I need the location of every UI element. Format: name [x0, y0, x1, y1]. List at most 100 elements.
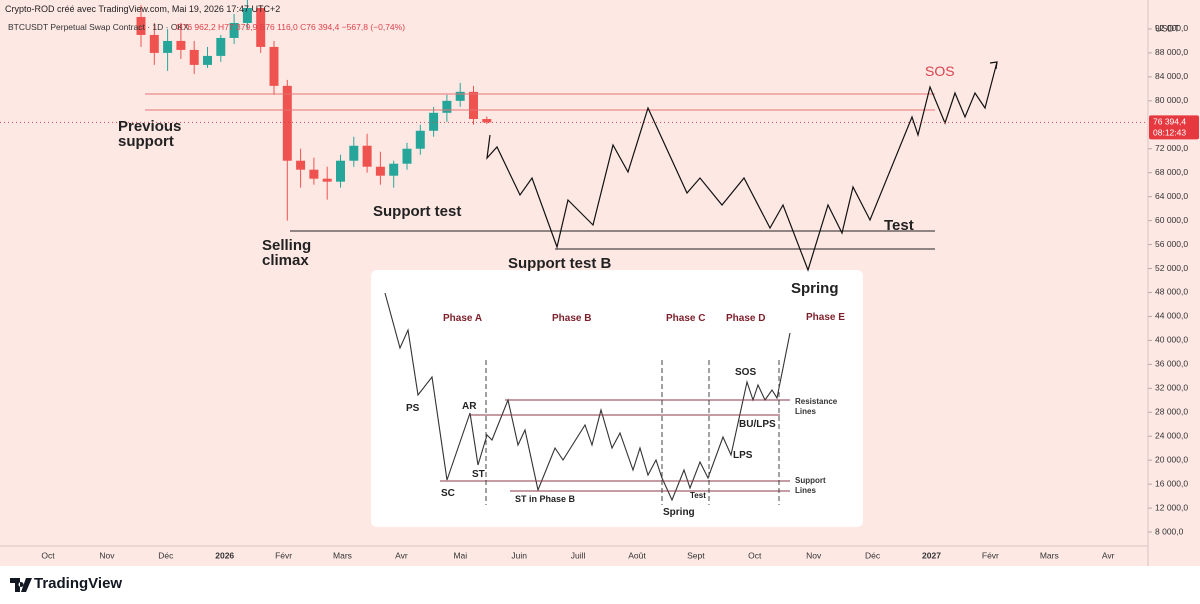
candle-body	[282, 85, 292, 161]
inset-label: PS	[406, 403, 420, 414]
y-tick-label: 68 000,0	[1155, 167, 1188, 177]
watermark: Crypto-ROD créé avec TradingView.com, Ma…	[5, 4, 281, 14]
candle-body	[349, 145, 359, 161]
ohlc-text: O76 962,2 H77 379,9 B76 116,0 C76 394,4 …	[176, 22, 406, 32]
price-badge	[1149, 115, 1199, 140]
candle-body	[256, 7, 266, 47]
x-tick-label: Avr	[395, 550, 408, 560]
phase-label: Phase C	[666, 313, 706, 324]
price-label: 76 394,4	[1153, 117, 1186, 127]
x-tick-label: Juill	[571, 550, 586, 560]
y-tick-label: 40 000,0	[1155, 335, 1188, 345]
candle-body	[482, 119, 492, 123]
inset-label: BU/LPS	[739, 419, 776, 430]
annotation: SOS	[925, 63, 955, 79]
inset-label: ST	[472, 469, 485, 480]
x-tick-label: Déc	[865, 550, 881, 560]
phase-label: Phase A	[443, 313, 483, 324]
x-tick-label: Juin	[511, 550, 527, 560]
symbol-title: BTCUSDT Perpetual Swap Contract · 1D · O…	[8, 22, 189, 32]
inset-label: SC	[441, 488, 455, 499]
candle-body	[415, 130, 425, 149]
candle-body	[375, 166, 385, 176]
x-tick-label: 2027	[922, 550, 941, 560]
y-tick-label: 56 000,0	[1155, 239, 1188, 249]
x-tick-label: Mars	[1040, 550, 1059, 560]
candle-body	[203, 55, 212, 65]
candle-body	[176, 40, 186, 50]
phase-label: Phase E	[806, 312, 845, 323]
x-tick-label: Mars	[333, 550, 352, 560]
x-tick-label: Févr	[275, 550, 292, 560]
x-tick-label: Mai	[453, 550, 467, 560]
candle-body	[389, 163, 399, 176]
x-tick-label: 2026	[215, 550, 234, 560]
candle-body	[429, 112, 439, 131]
annotation: Support test	[373, 203, 462, 220]
candle-body	[309, 169, 319, 179]
inset-label: Support Lines	[795, 476, 826, 495]
axis-unit: USDT	[1155, 23, 1180, 33]
candles	[136, 0, 492, 221]
candle-body	[296, 160, 306, 170]
x-tick-label: Août	[628, 550, 646, 560]
x-tick-label: Déc	[158, 550, 174, 560]
candle-body	[149, 34, 159, 53]
annotation: Selling climax	[262, 237, 312, 269]
x-tick-label: Nov	[99, 550, 115, 560]
candle-body	[136, 16, 146, 35]
x-tick-label: Nov	[806, 550, 822, 560]
phase-label: Phase B	[552, 313, 592, 324]
y-tick-label: 32 000,0	[1155, 383, 1188, 393]
annotation: Support test B	[508, 255, 612, 272]
candle-body	[189, 49, 199, 65]
chart: USDT 8 000,0 12 000,0 16 000,0 20 000,0 24 0…	[0, 0, 1200, 566]
y-tick-label: 12 000,0	[1155, 502, 1188, 512]
candle-body	[402, 148, 412, 164]
y-tick-label: 80 000,0	[1155, 95, 1188, 105]
y-tick-label: 72 000,0	[1155, 143, 1188, 153]
inset-label: Spring	[663, 507, 695, 518]
y-tick-label: 8 000,0	[1155, 526, 1184, 536]
x-tick-label: Sept	[687, 550, 705, 560]
candle-body	[362, 145, 372, 167]
candle-body	[469, 91, 478, 120]
price-axis	[1148, 0, 1200, 566]
countdown: 08:12:43	[1153, 128, 1186, 138]
x-tick-label: Oct	[41, 550, 55, 560]
drawings	[145, 61, 998, 505]
phase-dividers	[485, 360, 780, 505]
y-tick-label: 88 000,0	[1155, 47, 1188, 57]
y-tick-label: 64 000,0	[1155, 191, 1188, 201]
y-tick-label: 60 000,0	[1155, 215, 1188, 225]
y-tick-label: 28 000,0	[1155, 407, 1188, 417]
inset-label: Resistance Lines	[795, 397, 838, 416]
y-tick-label: 84 000,0	[1155, 71, 1188, 81]
x-tick-label: Févr	[982, 550, 999, 560]
annotation: Spring	[791, 280, 839, 297]
x-tick-label: Avr	[1102, 550, 1115, 560]
inset-label: Test	[690, 491, 706, 500]
inset-label: LPS	[733, 450, 753, 461]
candle-body	[336, 160, 345, 182]
arrow-head	[989, 61, 998, 70]
y-tick-label: 20 000,0	[1155, 454, 1188, 464]
x-tick-label: Oct	[748, 550, 762, 560]
inset-label: SOS	[735, 367, 757, 378]
y-tick-label: 36 000,0	[1155, 359, 1188, 369]
y-tick-label: 48 000,0	[1155, 287, 1188, 297]
y-tick-label: 24 000,0	[1155, 430, 1188, 440]
annotation: Test	[884, 217, 914, 234]
candle-body	[455, 91, 465, 101]
candle-body	[216, 37, 226, 56]
y-tick-label: 16 000,0	[1155, 478, 1188, 488]
brand-logo	[10, 578, 32, 592]
candle-body	[269, 46, 279, 86]
annotation: Previous support	[118, 118, 182, 150]
candle-body	[229, 22, 239, 38]
candle-body	[442, 100, 452, 113]
footer: TradingView	[0, 566, 1200, 604]
y-tick-label: 92 000,0	[1155, 23, 1188, 33]
candle-body	[163, 40, 173, 53]
